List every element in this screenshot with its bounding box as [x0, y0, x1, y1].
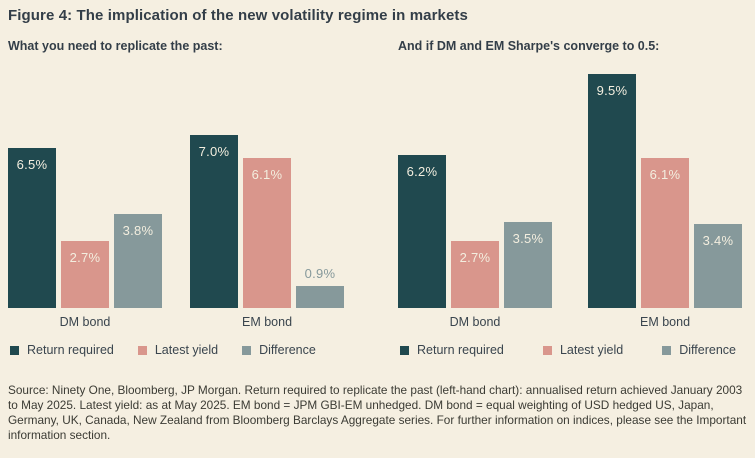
- bar-value-label: 2.7%: [459, 250, 491, 265]
- category-label-em-bond: EM bond: [241, 315, 293, 329]
- legend-label: Latest yield: [154, 343, 219, 357]
- bar-value-label: 3.4%: [702, 233, 734, 248]
- chart-subtitle-left: What you need to replicate the past:: [8, 39, 223, 53]
- legend-item-difference: Difference: [242, 343, 316, 357]
- bar-value-label: 7.0%: [198, 144, 230, 159]
- legend-item-latest-yield: Latest yield: [137, 343, 219, 357]
- chart-panel-sharpe-converge: And if DM and EM Sharpe's converge to 0.…: [398, 39, 742, 358]
- legend-item-return-required: Return required: [400, 343, 504, 357]
- category-label-dm-bond: DM bond: [449, 315, 501, 329]
- legend-swatch-icon: [662, 345, 672, 355]
- legend-swatch-icon: [400, 345, 409, 355]
- legend-label: Difference: [259, 343, 316, 357]
- legend-right: Return required Latest yield Difference: [398, 342, 742, 358]
- bars-dm-bond: 6.5% 2.7% 3.8%: [8, 64, 162, 308]
- bar-latest-yield-dm-bond: 2.7%: [451, 241, 499, 308]
- bar-latest-yield-dm-bond: 2.7%: [61, 241, 109, 308]
- bar-latest-yield-em-bond: 6.1%: [243, 158, 291, 308]
- figure-title: Figure 4: The implication of the new vol…: [8, 7, 468, 24]
- legend-label: Difference: [679, 343, 736, 357]
- bar-return-required-em-bond: 7.0%: [190, 135, 238, 308]
- chart-subtitle-right: And if DM and EM Sharpe's converge to 0.…: [398, 39, 660, 53]
- source-note: Source: Ninety One, Bloomberg, JP Morgan…: [8, 383, 747, 442]
- bar-group-em-bond: 7.0% 6.1% 0.9% EM bond: [190, 64, 344, 329]
- bar-latest-yield-em-bond: 6.1%: [641, 158, 689, 308]
- bar-value-label: 9.5%: [596, 83, 628, 98]
- category-label-em-bond: EM bond: [639, 315, 691, 329]
- chart-panel-replicate-past: What you need to replicate the past: 6.5…: [8, 39, 344, 358]
- bar-group-em-bond: 9.5% 6.1% 3.4% EM bond: [588, 64, 742, 329]
- legend-label: Return required: [27, 343, 114, 357]
- legend-item-latest-yield: Latest yield: [542, 343, 624, 357]
- charts-row: What you need to replicate the past: 6.5…: [8, 39, 747, 358]
- bar-value-label: 6.1%: [649, 167, 681, 182]
- plot-area-left: 6.5% 2.7% 3.8% DM bond 7.0% 6.1% 0.9% EM bond: [8, 64, 344, 329]
- bar-return-required-dm-bond: 6.2%: [398, 155, 446, 308]
- bar-value-label: 0.9%: [304, 266, 336, 281]
- plot-area-right: 6.2% 2.7% 3.5% DM bond 9.5% 6.1% 3.4% EM bond: [398, 64, 742, 329]
- bar-value-label: 2.7%: [69, 250, 101, 265]
- bars-dm-bond: 6.2% 2.7% 3.5%: [398, 64, 552, 308]
- legend-swatch-icon: [242, 345, 252, 355]
- legend-swatch-icon: [542, 345, 552, 355]
- bar-difference-em-bond: 0.9%: [296, 266, 344, 308]
- legend-label: Return required: [417, 343, 504, 357]
- bar-return-required-dm-bond: 6.5%: [8, 148, 56, 308]
- bar-difference-em-bond: 3.4%: [694, 224, 742, 308]
- legend-label: Latest yield: [559, 343, 624, 357]
- bar-difference-dm-bond: 3.8%: [114, 214, 162, 308]
- bar-value-label: 3.5%: [512, 231, 544, 246]
- bar-difference-dm-bond: 3.5%: [504, 222, 552, 308]
- legend-left: Return required Latest yield Difference: [8, 342, 344, 358]
- bar-value-label: 6.1%: [251, 167, 283, 182]
- category-label-dm-bond: DM bond: [59, 315, 111, 329]
- legend-swatch-icon: [10, 345, 19, 355]
- bar-group-dm-bond: 6.2% 2.7% 3.5% DM bond: [398, 64, 552, 329]
- bars-em-bond: 7.0% 6.1% 0.9%: [190, 64, 344, 308]
- bar-value-label: 3.8%: [122, 223, 154, 238]
- bar-value-label: 6.5%: [16, 157, 48, 172]
- legend-item-difference: Difference: [662, 343, 736, 357]
- legend-swatch-icon: [137, 345, 147, 355]
- bar-return-required-em-bond: 9.5%: [588, 74, 636, 308]
- bars-em-bond: 9.5% 6.1% 3.4%: [588, 64, 742, 308]
- bar-value-label: 6.2%: [406, 164, 438, 179]
- bar-group-dm-bond: 6.5% 2.7% 3.8% DM bond: [8, 64, 162, 329]
- legend-item-return-required: Return required: [10, 343, 114, 357]
